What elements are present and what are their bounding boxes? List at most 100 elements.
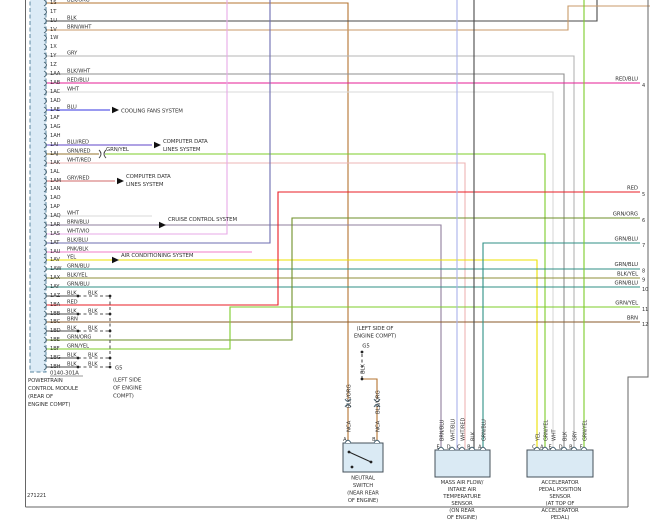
label-splice-grn-yel: GRN/YEL: [106, 147, 129, 153]
wire-1ba-red: [47, 191, 640, 306]
exit-num-4: 4: [642, 83, 645, 89]
label-ns-g5-loc-1: (LEFT SIDE OF: [357, 326, 394, 332]
pcm-pin-color-1AX: BLK/YEL: [67, 273, 87, 279]
wire-1be-grn-org: [47, 217, 640, 341]
pcm-pin-arc-1AX: [43, 274, 47, 282]
wire-1y-gry: [47, 55, 575, 450]
pcm-pin-id-1AS: 1AS: [50, 231, 60, 237]
label-air-conditioning-system: AIR CONDITIONING SYSTEM: [121, 253, 194, 259]
pcm-pin-arc-1X: [43, 43, 47, 51]
label-pcm-caption-3: (REAR OF: [28, 394, 53, 400]
pcm-pin-arc-1BE: [43, 336, 47, 344]
pcm-pin-arc-1AD: [43, 97, 47, 105]
pcm-pin-id-1AE: 1AE: [50, 107, 60, 113]
app-sensor-pin-letter-B: B: [569, 445, 573, 451]
maf-iat-sensor-pin-letter-E: E: [436, 445, 439, 451]
label-computer-data-2a: COMPUTER DATA: [126, 174, 171, 180]
pcm-pin-id-1AU: 1AU: [50, 249, 61, 255]
pcm-pin-arc-1BA: [43, 301, 47, 309]
pcm-pin-id-1BG: 1BG: [50, 355, 61, 361]
wire-maf-a-grn-blu: [482, 242, 640, 450]
pcm-pin-color-1U: BLK: [67, 16, 77, 22]
pcm-pin-color-1BF: GRN/YEL: [67, 344, 89, 350]
pcm-pin-arc-1AZ: [43, 292, 47, 300]
switch-arm: [348, 451, 372, 463]
pcm-pin-arc-1AL: [43, 168, 47, 176]
junction-dot-3: [108, 312, 112, 316]
exit-num-10: 10: [642, 287, 648, 293]
junction-dot-4: [76, 329, 80, 333]
break-gap-0: [345, 399, 351, 407]
pcm-pin-color-1BC: BRN: [67, 317, 78, 323]
app-sensor-caption-5: PEDAL): [551, 515, 570, 521]
app-sensor-pin-arc-E: [549, 446, 557, 451]
wire-1aa-blk-wht: [47, 73, 565, 450]
pcm-pin-id-1AY: 1AY: [50, 284, 60, 290]
pcm-pin-arc-1BD: [43, 327, 47, 335]
wire-1at-blk-blu: [47, 0, 271, 244]
label-ns-b-color: BLK/ORG: [376, 390, 382, 414]
pcm-pin-arc-1AY: [43, 283, 47, 291]
maf-iat-sensor-caption-3: SENSOR: [451, 501, 473, 507]
wire-1bf-grn-yel: [47, 306, 640, 350]
pcm-pin-color-1V: BRN/WHT: [67, 25, 92, 31]
exit-num-11: 11: [642, 307, 648, 313]
maf-iat-sensor-pin-letter-A: A: [478, 445, 482, 451]
neutral-switch-box: [342, 442, 384, 473]
arrow-computer-data-2: [117, 177, 124, 185]
neutral-switch-pin-arc-A: [344, 439, 352, 444]
pcm-pin-arc-1T: [43, 8, 47, 16]
label-pcm-caption-2: CONTROL MODULE: [28, 386, 79, 392]
exit-label-blk-yel: BLK/YEL: [617, 272, 638, 278]
exit-num-9: 9: [642, 278, 645, 284]
app-sensor-pin-arc-D: [560, 446, 568, 451]
pcm-pin-id-1BA: 1BA: [50, 302, 61, 308]
pcm-pin-id-1AF: 1AF: [50, 115, 60, 121]
maf-iat-sensor-caption-4: (ON REAR: [449, 508, 475, 514]
break-arc-top-1: [373, 398, 381, 402]
pcm-pin-id-1T: 1T: [50, 9, 57, 15]
pcm-pin-id-1AJ: 1AJ: [50, 151, 59, 157]
app-sensor-pin-letter-E: E: [548, 445, 551, 451]
app-sensor-caption-3: (AT TOP OF: [546, 501, 575, 507]
pcm-pin-id-1AR: 1AR: [50, 222, 61, 228]
maf-iat-sensor-pin-arc-C: [458, 446, 466, 451]
app-sensor-pin-color-F: GRN/YEL: [583, 420, 589, 441]
exit-label-grn-blu-10: GRN/BLU: [615, 281, 639, 287]
pcm-pin-arc-1BB: [43, 310, 47, 318]
neutral-switch-caption-3: OF ENGINE): [348, 498, 378, 504]
pcm-pin-id-1BC: 1BC: [50, 319, 61, 325]
wire-1av-yel: [47, 259, 538, 450]
exit-num-5: 5: [642, 192, 645, 198]
neutral-switch-caption-1: SWITCH: [353, 483, 373, 489]
pcm-pin-color2-1BB: BLK: [88, 309, 98, 315]
arrow-air-conditioning: [112, 256, 119, 264]
pcm-pin-arc-1AM: [43, 177, 47, 185]
pcm-pin-id-1BD: 1BD: [50, 328, 61, 334]
pcm-pin-color-1AA: BLK/WHT: [67, 69, 91, 75]
maf-iat-sensor-pin-letter-B: B: [467, 445, 471, 451]
wire-1as-wht-vio: [47, 0, 228, 235]
app-sensor-caption-4: ACCELERATOR: [541, 508, 579, 514]
pcm-pin-id-1AX: 1AX: [50, 275, 61, 281]
label-g5-left-loc-1: (LEFT SIDE: [113, 378, 142, 384]
pcm-pin-arc-1U: [43, 17, 47, 25]
pcm-pin-id-1BE: 1BE: [50, 337, 60, 343]
label-ns-a-color: BLK/ORG: [347, 384, 353, 408]
pcm-pin-color-1AM: GRY/RED: [67, 176, 89, 182]
maf-iat-sensor-pin-color-B: BLK: [471, 431, 477, 441]
pcm-pin-arc-1AI: [43, 141, 47, 149]
pcm-pin-color-1AV: YEL: [66, 255, 76, 261]
neutral-switch-pin-letter-A: A: [343, 437, 347, 443]
pcm-pin-id-1AD: 1AD: [50, 98, 61, 104]
junction-dot-6: [76, 356, 80, 360]
pcm-pin-arc-1AV: [43, 256, 47, 264]
pcm-pin-arc-1BF: [43, 345, 47, 353]
wire-1s-blk-org: [47, 2, 349, 443]
break-arc-bottom-0: [344, 404, 352, 408]
junction-dot-11: [360, 377, 364, 381]
pcm-pin-arc-1AU: [43, 248, 47, 256]
neutral-switch-caption-2: (NEAR REAR: [347, 491, 379, 497]
